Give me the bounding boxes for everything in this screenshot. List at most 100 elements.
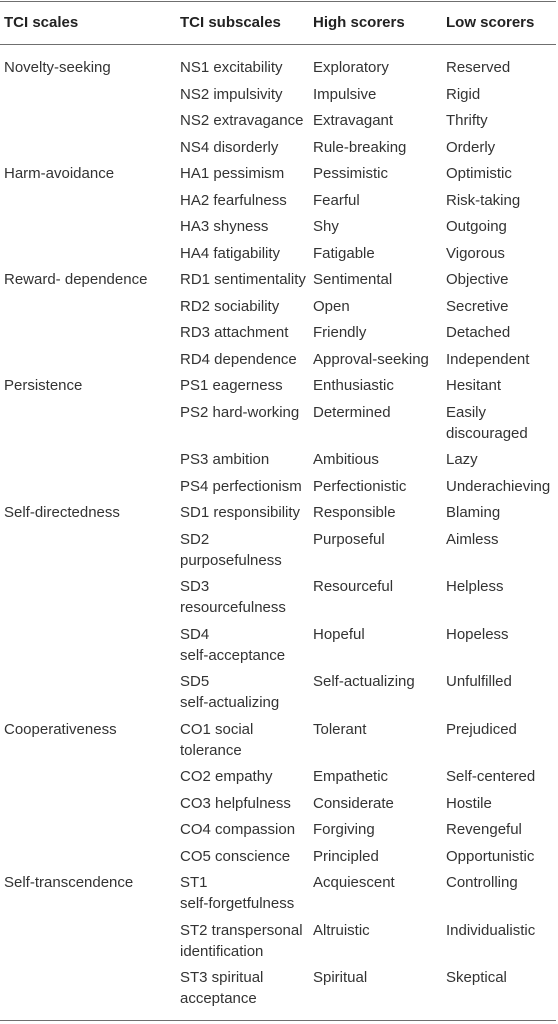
cell-low-scorer: Controlling [446, 874, 518, 891]
cell-low-scorer: Underachieving [446, 477, 551, 495]
cell-subscale: SD2 purposefulness [180, 530, 282, 569]
cell-high-scorer: Purposeful [313, 530, 385, 548]
cell-low-scorer: Helpless [446, 578, 504, 595]
cell-subscale: CO3 helpfulness [180, 794, 291, 812]
cell-scale: Novelty-seeking [4, 59, 111, 76]
cell-subscale: HA1 pessimism [180, 165, 285, 182]
cell-low-scorer: Hesitant [446, 377, 502, 394]
header-tci-subscales: TCI subscales [180, 14, 281, 31]
cell-low-scorer: Hopeless [446, 625, 509, 643]
cell-subscale: NS4 disorderly [180, 138, 279, 156]
cell-subscale: RD4 dependence [180, 350, 297, 368]
cell-subscale: CO2 empathy [180, 768, 273, 785]
cell-high-scorer: Tolerant [313, 720, 367, 738]
cell-subscale: HA3 shyness [180, 218, 269, 235]
cell-high-scorer: Fatigable [313, 244, 375, 262]
cell-subscale: RD2 sociability [180, 297, 280, 315]
cell-low-scorer: Objective [446, 271, 509, 288]
cell-low-scorer: Risk-taking [446, 191, 521, 209]
cell-low-scorer: Outgoing [446, 218, 507, 235]
cell-high-scorer: Extravagant [313, 112, 394, 129]
cell-high-scorer: Altruistic [313, 921, 370, 939]
cell-high-scorer: Empathetic [313, 768, 389, 785]
cell-high-scorer: Impulsive [313, 85, 377, 103]
cell-low-scorer: Self-centered [446, 768, 536, 785]
cell-subscale: ST2 transpersonal identification [180, 921, 303, 960]
cell-subscale: NS2 extravagance [180, 112, 304, 129]
cell-subscale: PS3 ambition [180, 451, 270, 468]
cell-low-scorer: Reserved [446, 59, 511, 76]
cell-high-scorer: Fearful [313, 191, 360, 209]
cell-low-scorer: Opportunistic [446, 847, 535, 865]
cell-subscale: SD4 self-acceptance [180, 625, 286, 664]
cell-low-scorer: Rigid [446, 85, 481, 103]
cell-high-scorer: Exploratory [313, 59, 389, 76]
cell-high-scorer: Considerate [313, 794, 394, 812]
cell-high-scorer: Self-actualizing [313, 673, 415, 690]
cell-low-scorer: Easily discouraged [446, 403, 528, 442]
cell-low-scorer: Orderly [446, 138, 496, 156]
cell-high-scorer: Pessimistic [313, 165, 389, 182]
cell-low-scorer: Revengeful [446, 821, 522, 838]
cell-subscale: PS2 hard-working [180, 403, 300, 421]
cell-subscale: SD3 resourcefulness [180, 578, 286, 616]
cell-high-scorer: Responsible [313, 504, 396, 521]
cell-high-scorer: Perfectionistic [313, 477, 407, 495]
cell-scale: Self-directedness [4, 504, 120, 521]
cell-low-scorer: Vigorous [446, 244, 505, 262]
cell-low-scorer: Skeptical [446, 969, 507, 986]
cell-low-scorer: Detached [446, 324, 511, 341]
cell-scale: Persistence [4, 377, 83, 394]
cell-high-scorer: Ambitious [313, 451, 379, 468]
cell-subscale: HA2 fearfulness [180, 191, 287, 209]
cell-low-scorer: Thrifty [446, 112, 488, 129]
cell-high-scorer: Friendly [313, 324, 367, 341]
header-high-scorers: High scorers [313, 14, 405, 31]
cell-low-scorer: Lazy [446, 451, 478, 468]
cell-high-scorer: Shy [313, 218, 339, 235]
cell-high-scorer: Rule-breaking [313, 138, 407, 156]
cell-subscale: HA4 fatigability [180, 244, 281, 262]
cell-subscale: SD1 responsibility [180, 504, 301, 521]
cell-low-scorer: Hostile [446, 794, 492, 812]
cell-subscale: ST1 self-forgetfulness [180, 874, 295, 912]
cell-low-scorer: Individualistic [446, 921, 536, 939]
cell-subscale: PS4 perfectionism [180, 477, 302, 495]
cell-scale: Reward- dependence [4, 271, 148, 288]
cell-low-scorer: Blaming [446, 504, 501, 521]
cell-low-scorer: Optimistic [446, 165, 512, 182]
cell-subscale: NS1 excitability [180, 59, 283, 76]
cell-high-scorer: Approval-seeking [313, 350, 429, 368]
cell-high-scorer: Hopeful [313, 625, 365, 643]
cell-high-scorer: Determined [313, 403, 391, 421]
cell-subscale: NS2 impulsivity [180, 85, 283, 103]
cell-high-scorer: Forgiving [313, 821, 375, 838]
cell-high-scorer: Open [313, 297, 350, 315]
table-top-rule [0, 1, 556, 2]
cell-subscale: CO5 conscience [180, 847, 291, 865]
cell-subscale: SD5 self-actualizing [180, 673, 280, 711]
cell-low-scorer: Independent [446, 350, 530, 368]
cell-high-scorer: Resourceful [313, 578, 394, 595]
cell-high-scorer: Principled [313, 847, 379, 865]
cell-scale: Harm-avoidance [4, 165, 115, 182]
cell-low-scorer: Unfulfilled [446, 673, 512, 690]
cell-high-scorer: Sentimental [313, 271, 393, 288]
cell-subscale: RD1 sentimentality [180, 271, 306, 288]
cell-subscale: RD3 attachment [180, 324, 289, 341]
cell-high-scorer: Acquiescent [313, 874, 395, 891]
cell-scale: Self-transcendence [4, 874, 134, 891]
table-bottom-rule [0, 1020, 556, 1021]
cell-low-scorer: Prejudiced [446, 720, 517, 738]
header-rule [0, 44, 556, 45]
header-tci-scales: TCI scales [4, 14, 79, 31]
cell-scale: Cooperativeness [4, 720, 117, 738]
header-low-scorers: Low scorers [446, 14, 535, 31]
cell-subscale: ST3 spiritual acceptance [180, 969, 264, 1007]
cell-low-scorer: Secretive [446, 297, 509, 315]
cell-high-scorer: Spiritual [313, 969, 368, 986]
cell-subscale: PS1 eagerness [180, 377, 283, 394]
cell-high-scorer: Enthusiastic [313, 377, 394, 394]
cell-subscale: CO1 social tolerance [180, 720, 254, 759]
cell-low-scorer: Aimless [446, 530, 499, 548]
